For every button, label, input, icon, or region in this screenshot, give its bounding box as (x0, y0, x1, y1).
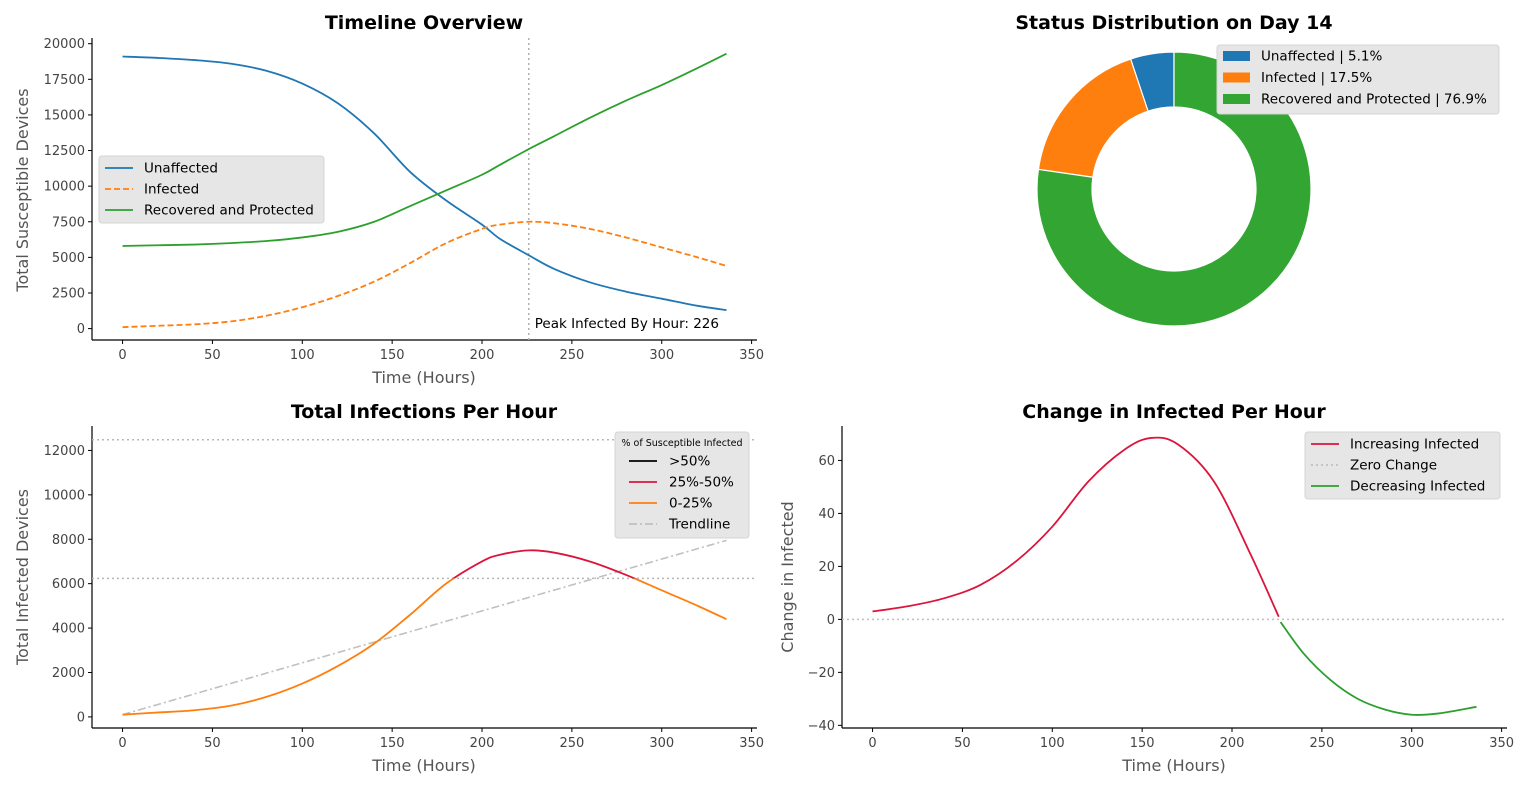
infections-x-tick-label: 200 (470, 736, 495, 751)
change-title: Change in Infected Per Hour (1022, 401, 1326, 423)
peak-annotation: Peak Infected By Hour: 226 (535, 316, 719, 332)
timeline-legend-label: Infected (144, 182, 199, 198)
infections-legend-box (614, 431, 750, 539)
change-x-tick-label: 100 (1040, 736, 1065, 751)
infections-y-tick-label: 4000 (52, 622, 85, 637)
timeline-x-tick-label: 350 (739, 348, 764, 363)
change-x-tick-label: 250 (1309, 736, 1334, 751)
infections-legend-label: Trendline (668, 517, 730, 533)
change-y-tick-label: 20 (818, 560, 835, 575)
infections-y-tick-label: 12000 (44, 444, 85, 459)
infections-x-tick-label: 300 (649, 736, 674, 751)
timeline-legend-label: Recovered and Protected (144, 203, 314, 219)
change-y-tick-label: −20 (808, 666, 835, 681)
infections-legend-title: % of Susceptible Infected (621, 438, 742, 449)
infections-y-tick-label: 6000 (52, 577, 85, 592)
timeline-line-infected (122, 220, 727, 329)
change-y-tick-label: 60 (818, 454, 835, 469)
change-x-tick-label: 300 (1399, 736, 1424, 751)
change-x-tick-label: 350 (1489, 736, 1514, 751)
infections-line-0-25 (122, 578, 727, 716)
infections-x-tick-label: 100 (290, 736, 315, 751)
infections-ylabel: Total Infected Devices (13, 489, 32, 666)
timeline-line-unaffected (122, 55, 727, 311)
change-line-0 (872, 436, 1280, 618)
timeline-x-tick-label: 250 (559, 348, 584, 363)
change-y-tick-label: 40 (818, 507, 835, 522)
trendline (122, 539, 727, 716)
status-legend-label: Unaffected | 5.1% (1261, 49, 1383, 65)
status-legend-box (1216, 44, 1500, 115)
timeline-x-tick-label: 50 (204, 348, 221, 363)
donut-slice-1 (1037, 58, 1149, 178)
infections-legend-label: 25%-50% (669, 475, 734, 491)
timeline-y-tick-label: 10000 (44, 180, 85, 195)
change-plot: 0 50 100 150 200 250 300 350 −40 −20 0 20 40 60 Increa… (808, 426, 1514, 751)
change-x-tick-label: 150 (1130, 736, 1155, 751)
infections-legend-label: 0-25% (669, 496, 713, 512)
timeline-x-tick-label: 200 (470, 348, 495, 363)
timeline-y-tick-label: 2500 (52, 286, 85, 301)
timeline-plot: 0 50 100 150 200 250 300 350 0 2500 5000 7500 10000 1… (44, 37, 764, 363)
timeline-legend-box (98, 155, 325, 224)
change-legend-label: Increasing Infected (1350, 437, 1479, 453)
infections-title: Total Infections Per Hour (291, 401, 558, 423)
timeline-y-tick-label: 12500 (44, 144, 85, 159)
infections-line-25-50 (452, 549, 637, 579)
timeline-y-tick-label: 15000 (44, 108, 85, 123)
change-line-2 (1279, 621, 1477, 716)
timeline-xlabel: Time (Hours) (371, 368, 476, 387)
timeline-y-tick-label: 17500 (44, 73, 85, 88)
infections-x-tick-label: 150 (380, 736, 405, 751)
status-plot: Unaffected | 5.1% Infected | 17.5% Recover… (1036, 44, 1500, 327)
change-legend-label: Zero Change (1350, 458, 1437, 474)
change-xlabel: Time (Hours) (1121, 756, 1226, 775)
timeline-x-tick-label: 100 (290, 348, 315, 363)
infections-y-tick-label: 10000 (44, 488, 85, 503)
change-ylabel: Change in Infected (778, 501, 797, 652)
infections-plot: 0 50 100 150 200 250 300 350 0 2000 4000 6000 8000 10… (44, 426, 764, 751)
timeline-line-recovered-and-protected (122, 52, 727, 247)
status-title: Status Distribution on Day 14 (1015, 12, 1332, 34)
infections-y-tick-label: 0 (77, 710, 85, 725)
change-legend-box (1304, 431, 1501, 500)
infections-x-tick-label: 350 (739, 736, 764, 751)
status-legend-swatch-2 (1223, 94, 1250, 104)
status-legend-label: Recovered and Protected | 76.9% (1261, 92, 1487, 108)
timeline-x-tick-label: 150 (380, 348, 405, 363)
infections-x-tick-label: 0 (118, 736, 126, 751)
status-legend-label: Infected | 17.5% (1261, 70, 1372, 86)
infections-y-tick-label: 2000 (52, 666, 85, 681)
change-x-tick-label: 200 (1220, 736, 1245, 751)
change-y-tick-label: 0 (827, 613, 835, 628)
change-x-tick-label: 0 (868, 736, 876, 751)
timeline-y-tick-label: 5000 (52, 251, 85, 266)
timeline-x-tick-label: 0 (118, 348, 126, 363)
status-legend-swatch-0 (1223, 51, 1250, 61)
infections-xlabel: Time (Hours) (371, 756, 476, 775)
infections-x-tick-label: 50 (204, 736, 221, 751)
change-legend-label: Decreasing Infected (1350, 479, 1485, 495)
timeline-y-tick-label: 20000 (44, 37, 85, 52)
timeline-x-tick-label: 300 (649, 348, 674, 363)
timeline-title: Timeline Overview (325, 12, 523, 34)
change-y-tick-label: −40 (808, 719, 835, 734)
timeline-ylabel: Total Susceptible Devices (13, 88, 32, 292)
infections-y-tick-label: 8000 (52, 533, 85, 548)
timeline-y-tick-label: 0 (77, 322, 85, 337)
timeline-legend-label: Unaffected (144, 161, 218, 177)
change-x-tick-label: 50 (954, 736, 971, 751)
timeline-y-tick-label: 7500 (52, 215, 85, 230)
infections-legend-label: >50% (669, 454, 710, 470)
infections-x-tick-label: 250 (559, 736, 584, 751)
status-legend-swatch-1 (1223, 72, 1250, 83)
